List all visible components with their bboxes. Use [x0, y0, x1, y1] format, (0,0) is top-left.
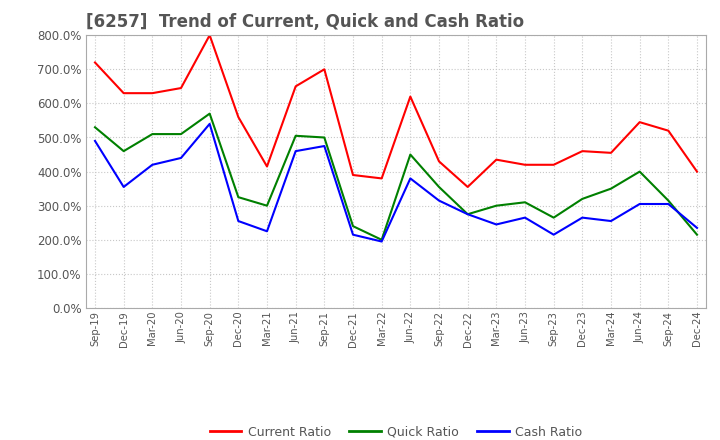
- Quick Ratio: [263, 203, 271, 209]
- Cash Ratio: [549, 232, 558, 237]
- Current Ratio: [148, 91, 157, 96]
- Current Ratio: [464, 184, 472, 190]
- Quick Ratio: [292, 133, 300, 139]
- Quick Ratio: [492, 203, 500, 209]
- Quick Ratio: [205, 111, 214, 116]
- Current Ratio: [521, 162, 529, 167]
- Current Ratio: [578, 149, 587, 154]
- Quick Ratio: [607, 186, 616, 191]
- Current Ratio: [549, 162, 558, 167]
- Cash Ratio: [292, 149, 300, 154]
- Text: [6257]  Trend of Current, Quick and Cash Ratio: [6257] Trend of Current, Quick and Cash …: [86, 13, 525, 31]
- Quick Ratio: [464, 212, 472, 217]
- Current Ratio: [435, 159, 444, 164]
- Quick Ratio: [521, 200, 529, 205]
- Quick Ratio: [377, 237, 386, 242]
- Quick Ratio: [578, 196, 587, 202]
- Current Ratio: [320, 66, 328, 72]
- Current Ratio: [607, 150, 616, 155]
- Cash Ratio: [377, 239, 386, 244]
- Cash Ratio: [348, 232, 357, 237]
- Current Ratio: [664, 128, 672, 133]
- Quick Ratio: [348, 224, 357, 229]
- Cash Ratio: [91, 138, 99, 143]
- Legend: Current Ratio, Quick Ratio, Cash Ratio: Current Ratio, Quick Ratio, Cash Ratio: [205, 421, 587, 440]
- Quick Ratio: [435, 184, 444, 190]
- Cash Ratio: [234, 218, 243, 224]
- Cash Ratio: [205, 121, 214, 127]
- Cash Ratio: [635, 202, 644, 207]
- Current Ratio: [234, 114, 243, 120]
- Current Ratio: [693, 169, 701, 174]
- Cash Ratio: [406, 176, 415, 181]
- Cash Ratio: [664, 202, 672, 207]
- Quick Ratio: [406, 152, 415, 157]
- Quick Ratio: [635, 169, 644, 174]
- Cash Ratio: [578, 215, 587, 220]
- Quick Ratio: [549, 215, 558, 220]
- Current Ratio: [492, 157, 500, 162]
- Current Ratio: [348, 172, 357, 178]
- Cash Ratio: [607, 218, 616, 224]
- Current Ratio: [635, 120, 644, 125]
- Current Ratio: [176, 85, 185, 91]
- Line: Cash Ratio: Cash Ratio: [95, 124, 697, 242]
- Current Ratio: [91, 60, 99, 65]
- Line: Current Ratio: Current Ratio: [95, 35, 697, 187]
- Current Ratio: [406, 94, 415, 99]
- Cash Ratio: [521, 215, 529, 220]
- Quick Ratio: [234, 194, 243, 200]
- Cash Ratio: [435, 198, 444, 203]
- Cash Ratio: [148, 162, 157, 167]
- Cash Ratio: [176, 155, 185, 161]
- Current Ratio: [205, 33, 214, 38]
- Current Ratio: [263, 164, 271, 169]
- Cash Ratio: [263, 229, 271, 234]
- Cash Ratio: [464, 212, 472, 217]
- Quick Ratio: [148, 132, 157, 137]
- Line: Quick Ratio: Quick Ratio: [95, 114, 697, 240]
- Cash Ratio: [693, 225, 701, 231]
- Current Ratio: [120, 91, 128, 96]
- Cash Ratio: [120, 184, 128, 190]
- Quick Ratio: [693, 232, 701, 237]
- Current Ratio: [292, 84, 300, 89]
- Cash Ratio: [320, 143, 328, 149]
- Cash Ratio: [492, 222, 500, 227]
- Current Ratio: [377, 176, 386, 181]
- Quick Ratio: [91, 125, 99, 130]
- Quick Ratio: [176, 132, 185, 137]
- Quick Ratio: [120, 149, 128, 154]
- Quick Ratio: [664, 198, 672, 203]
- Quick Ratio: [320, 135, 328, 140]
